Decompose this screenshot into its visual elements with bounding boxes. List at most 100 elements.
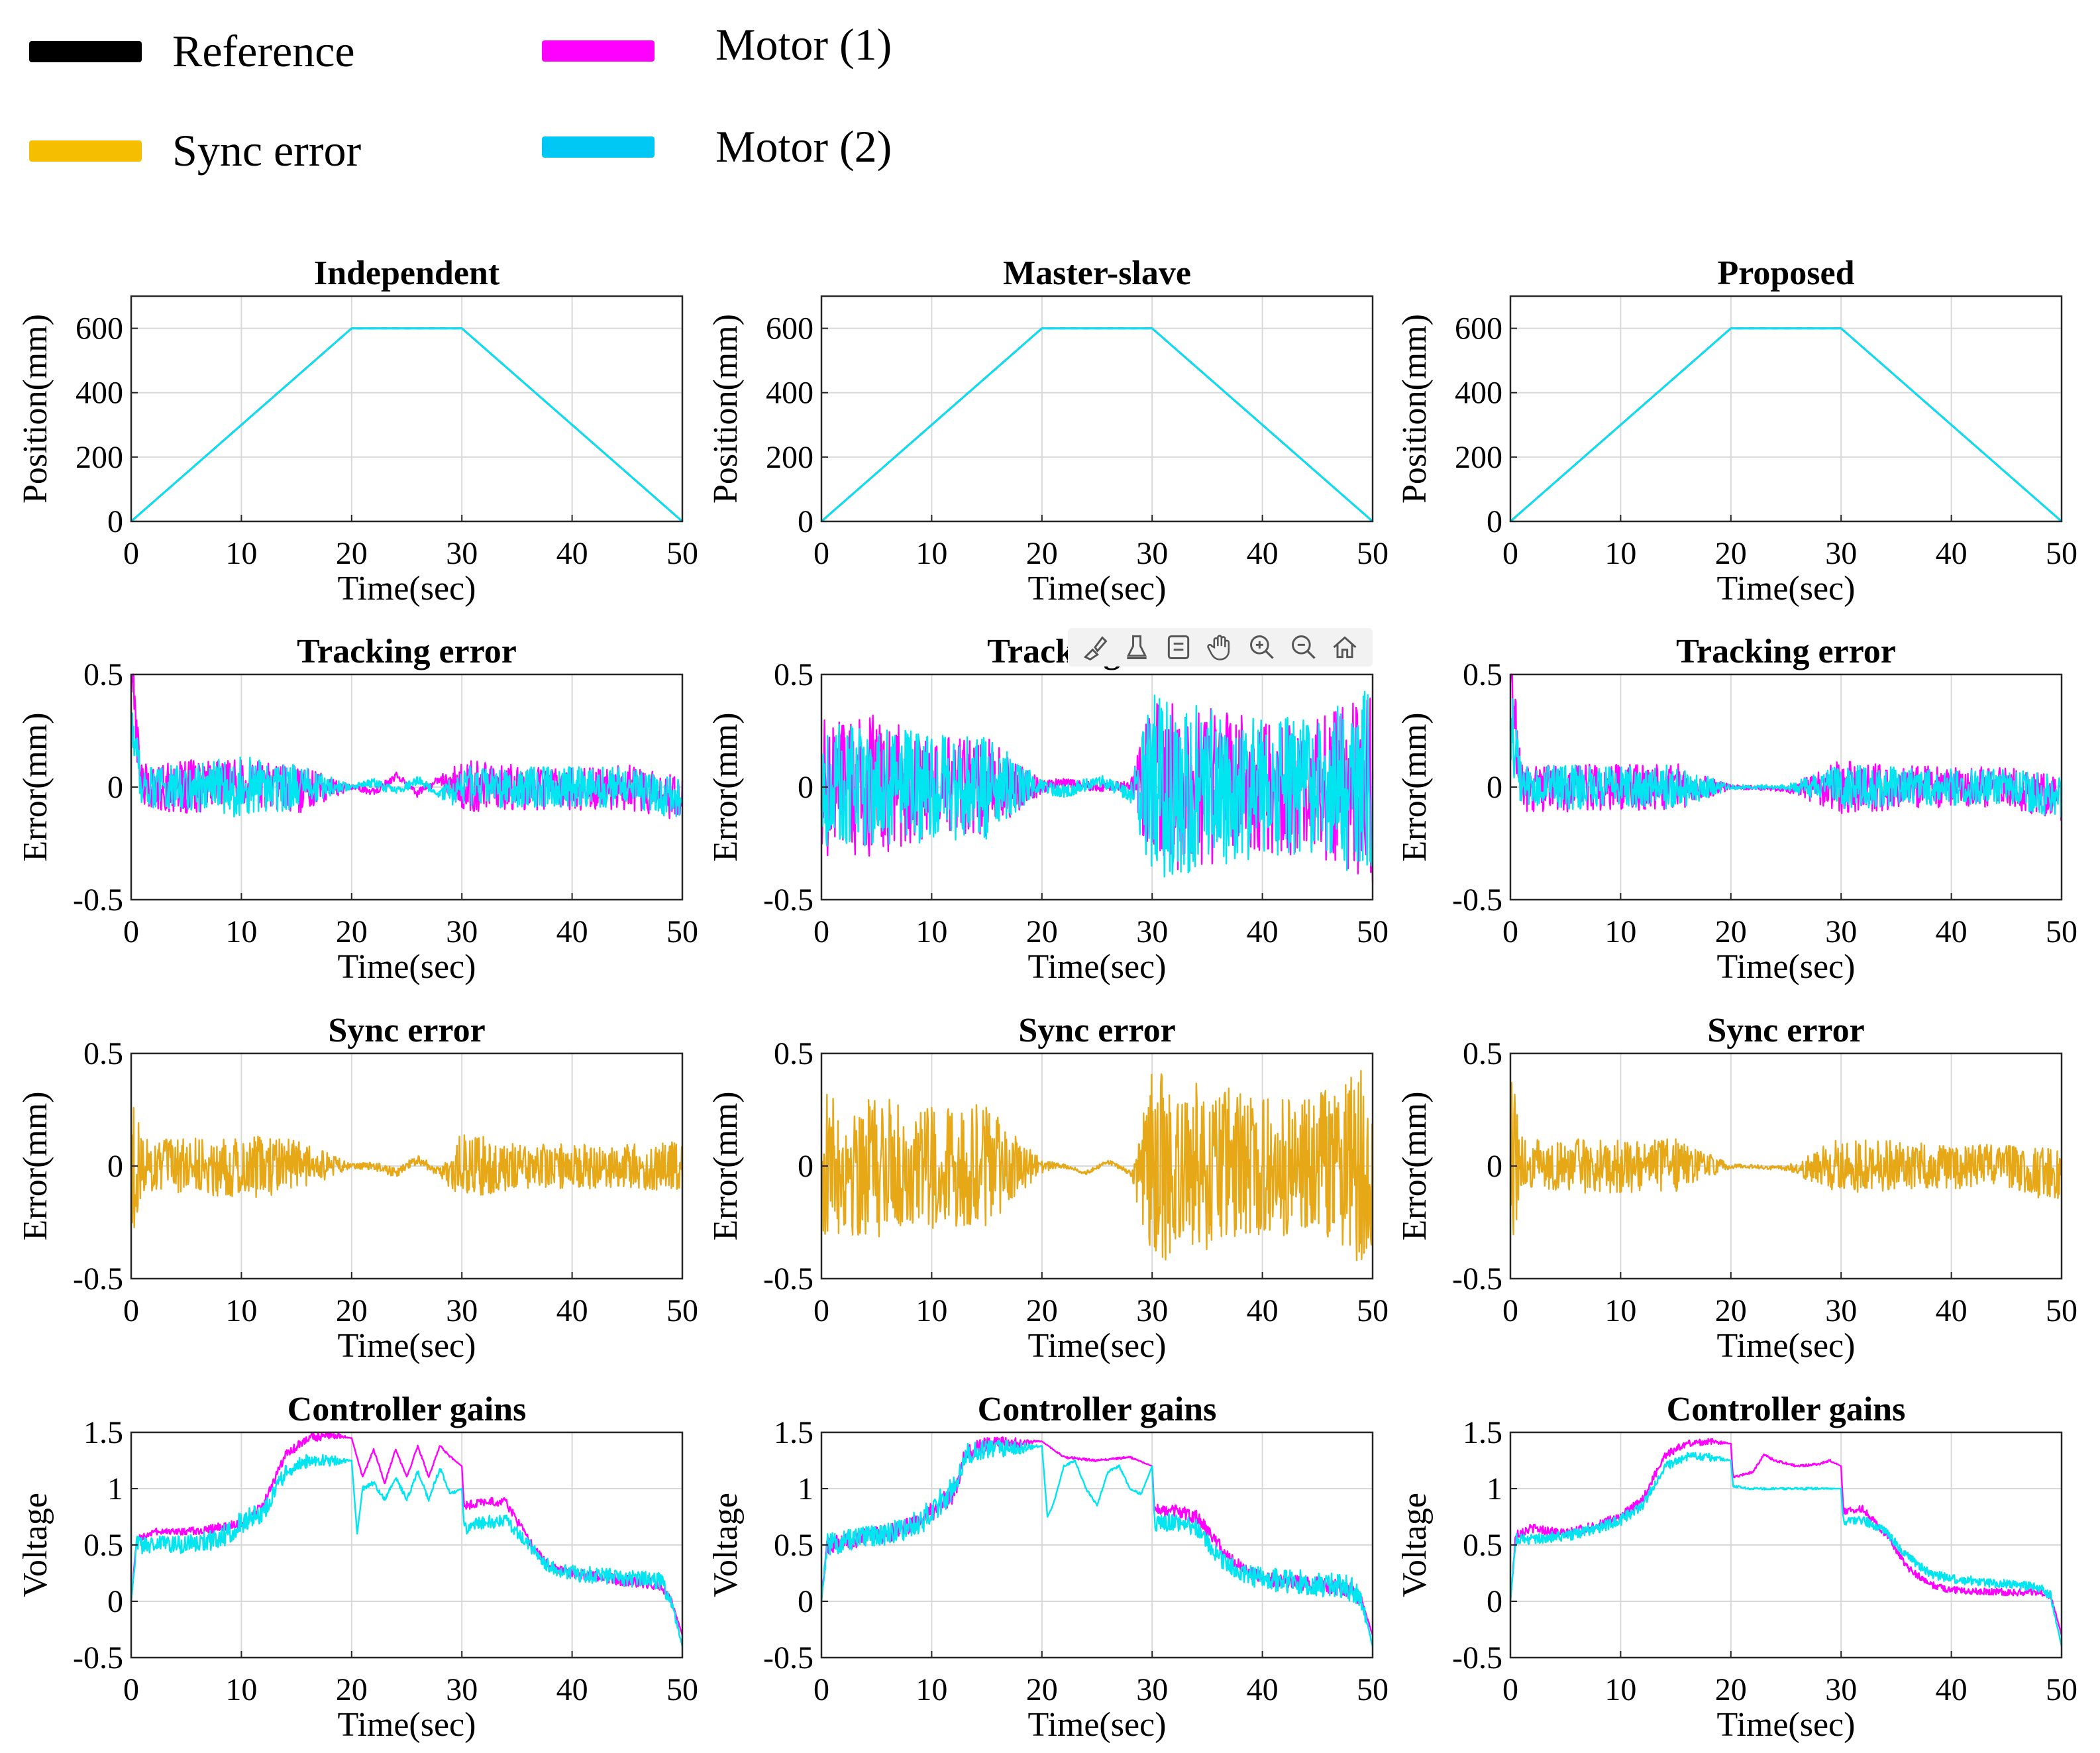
legend-item-sync-error: Sync error (29, 125, 361, 177)
axes-box (130, 295, 684, 523)
x-tick-label: 40 (1936, 1293, 1968, 1328)
axes-toolbar (1068, 628, 1373, 666)
x-axis-label: Time(sec) (338, 1327, 476, 1365)
x-tick-label: 30 (446, 914, 478, 949)
x-tick-label: 10 (1604, 536, 1636, 571)
zoom-out-icon[interactable] (1286, 630, 1321, 664)
x-tick-label: 0 (123, 1672, 139, 1707)
axes-box (1509, 295, 2063, 523)
y-tick-label: 0.5 (83, 1036, 123, 1071)
x-tick-label: 10 (916, 914, 947, 949)
x-tick-label: 20 (1715, 1293, 1747, 1328)
x-tick-label: 50 (666, 1672, 698, 1707)
x-tick-label: 0 (814, 1293, 829, 1328)
y-tick-label: 400 (76, 376, 123, 411)
x-tick-label: 40 (1247, 914, 1279, 949)
chart-title: Sync error (1707, 1012, 1864, 1049)
pan-icon[interactable] (1203, 630, 1237, 664)
y-tick-label: 0.5 (1463, 1528, 1502, 1563)
chart-title: Sync error (328, 1012, 485, 1049)
y-axis-label: Position(mm) (707, 314, 745, 504)
legend-item-motor-1: Motor (1) (542, 19, 892, 71)
y-tick-label: 1.5 (774, 1415, 814, 1450)
x-tick-label: 50 (666, 1293, 698, 1328)
x-tick-label: 40 (556, 914, 588, 949)
chart-title: Sync error (1018, 1012, 1175, 1049)
x-tick-label: 50 (1357, 536, 1389, 571)
x-tick-label: 50 (2046, 1672, 2077, 1707)
x-tick-label: 30 (1825, 914, 1857, 949)
x-tick-label: 50 (666, 536, 698, 571)
x-tick-label: 10 (225, 1293, 257, 1328)
x-tick-label: 40 (1247, 1293, 1279, 1328)
x-tick-label: 40 (556, 1672, 588, 1707)
y-tick-label: 0 (798, 504, 814, 539)
x-tick-label: 20 (1715, 1672, 1747, 1707)
brush-icon[interactable] (1078, 630, 1112, 664)
x-tick-label: 40 (1936, 1672, 1968, 1707)
legend-label-motor-1: Motor (1) (715, 19, 892, 70)
y-tick-label: 200 (76, 440, 123, 475)
y-axis-label: Error(mm) (707, 712, 745, 861)
x-tick-label: 0 (123, 536, 139, 571)
x-axis-label: Time(sec) (338, 1706, 476, 1744)
x-tick-label: 50 (666, 914, 698, 949)
legend-label-motor-2: Motor (2) (715, 121, 892, 172)
y-tick-label: 1 (107, 1471, 123, 1507)
y-tick-label: 0 (107, 770, 123, 805)
y-tick-label: 600 (766, 311, 814, 346)
y-tick-label: 0 (1487, 1149, 1502, 1184)
chart-title: Controller gains (1667, 1391, 1906, 1428)
axes-box (820, 295, 1374, 523)
x-axis-label: Time(sec) (1717, 570, 1856, 608)
legend-label-reference: Reference (172, 26, 355, 76)
x-tick-label: 10 (1604, 1293, 1636, 1328)
chart-title: Proposed (1717, 254, 1854, 292)
x-axis-label: Time(sec) (338, 570, 476, 608)
series-reference (131, 327, 683, 523)
series-motor-2 (130, 712, 684, 818)
x-axis-label: Time(sec) (1717, 1327, 1856, 1365)
chart-title: Independent (314, 254, 500, 292)
chart-pos-ind: 0 10 20 30 40 50 0 200 400 600 Independent Time(sec… (17, 254, 698, 608)
x-tick-label: 30 (1136, 1672, 1168, 1707)
home-icon[interactable] (1328, 630, 1362, 664)
x-tick-label: 0 (814, 914, 829, 949)
x-axis-label: Time(sec) (1028, 1327, 1167, 1365)
x-axis-label: Time(sec) (1028, 570, 1167, 608)
zoom-in-icon[interactable] (1245, 630, 1279, 664)
y-tick-label: -0.5 (1452, 1640, 1502, 1675)
y-tick-label: -0.5 (763, 1261, 814, 1297)
y-tick-label: 0.5 (774, 1528, 814, 1563)
x-tick-label: 20 (336, 1672, 368, 1707)
x-tick-label: 30 (446, 1672, 478, 1707)
y-tick-label: 0 (798, 1149, 814, 1184)
y-axis-label: Error(mm) (707, 1091, 745, 1240)
x-tick-label: 0 (123, 914, 139, 949)
x-tick-label: 20 (1026, 536, 1058, 571)
x-tick-label: 30 (1825, 1672, 1857, 1707)
x-tick-label: 0 (814, 1672, 829, 1707)
x-tick-label: 50 (2046, 536, 2077, 571)
y-axis-label: Error(mm) (17, 712, 54, 861)
x-axis-label: Time(sec) (338, 948, 476, 986)
data-tips-icon[interactable] (1120, 630, 1154, 664)
y-tick-label: 0 (798, 1584, 814, 1619)
legend-swatch-motor-1 (542, 40, 655, 62)
x-tick-label: 50 (1357, 1672, 1389, 1707)
series-motor-2 (1509, 698, 2063, 818)
x-tick-label: 20 (336, 536, 368, 571)
x-tick-label: 20 (1715, 914, 1747, 949)
y-tick-label: 200 (1455, 440, 1502, 475)
chart-title: Master-slave (1003, 254, 1191, 292)
legend-swatch-sync-error (29, 140, 142, 162)
x-tick-label: 20 (336, 914, 368, 949)
legend-icon[interactable] (1161, 630, 1196, 664)
y-axis-label: Error(mm) (1396, 1091, 1434, 1240)
y-tick-label: 400 (766, 376, 814, 411)
y-tick-label: -0.5 (73, 1261, 123, 1297)
